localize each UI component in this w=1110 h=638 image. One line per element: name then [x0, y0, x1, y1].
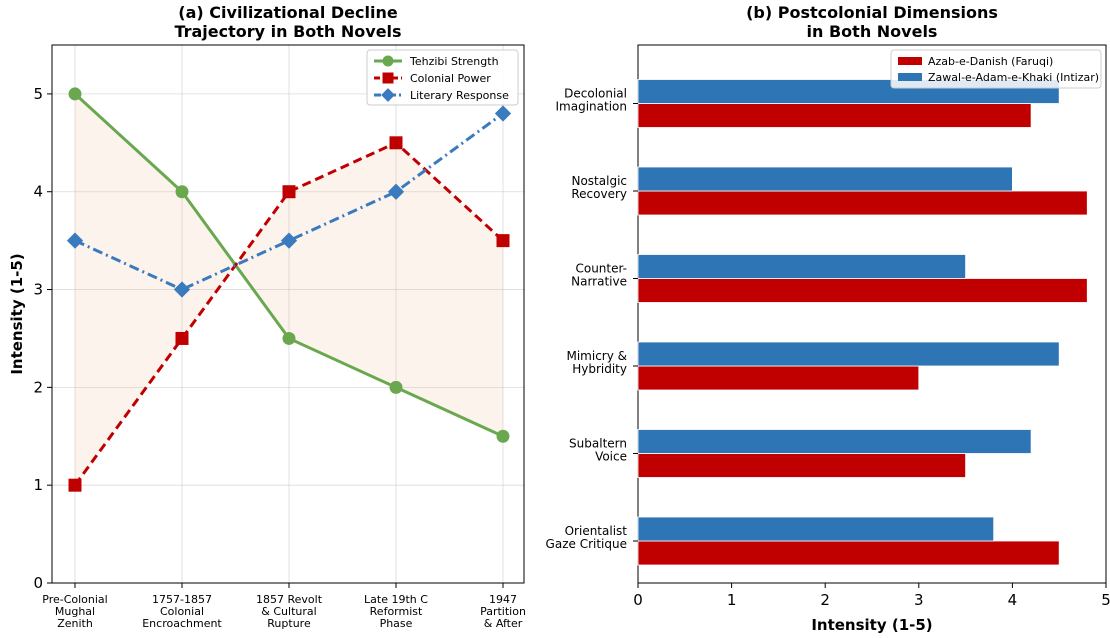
- bar-azab-e-danish: [637, 453, 967, 478]
- x-category-label: Rupture: [267, 617, 311, 630]
- axes-frame-b: [637, 44, 1107, 584]
- data-point-square: [175, 331, 189, 345]
- data-point-circle: [68, 87, 82, 101]
- y-category-label: Voice: [595, 450, 627, 464]
- y-category-label: Gaze Critique: [546, 537, 627, 551]
- x-category-label: & Cultural: [261, 605, 316, 618]
- y-category-label: Orientalist: [565, 524, 628, 538]
- x-category-label: Pre-Colonial: [42, 593, 107, 606]
- x-category-label: Mughal: [55, 605, 95, 618]
- x-category-label: 1757-1857: [152, 593, 212, 606]
- legend-label: Zawal-e-Adam-e-Khaki (Intizar): [928, 71, 1099, 84]
- bar-zawal-e-adam-e-khaki: [637, 254, 967, 279]
- data-point-square: [496, 234, 510, 248]
- legend-label: Colonial Power: [410, 72, 491, 85]
- bar-zawal-e-adam-e-khaki: [637, 516, 995, 542]
- data-point-circle: [382, 55, 394, 67]
- bar-azab-e-danish: [637, 190, 1088, 216]
- x-category-label: Zenith: [57, 617, 93, 630]
- data-point-square: [282, 185, 296, 199]
- y-category-label: Mimicry &: [566, 349, 627, 363]
- legend-b: Azab-e-Danish (Faruqi) Zawal-e-Adam-e-Kha…: [890, 49, 1102, 89]
- legend-label: Literary Response: [410, 89, 509, 102]
- axes-frame-a: [51, 44, 525, 584]
- data-point-diamond: [387, 183, 405, 200]
- data-point-circle: [389, 380, 403, 394]
- legend-label: Tehzibi Strength: [409, 55, 499, 68]
- data-point-square: [68, 478, 82, 492]
- x-tick-label: 2: [820, 591, 830, 609]
- series-2: [66, 105, 512, 298]
- legend-swatch: [898, 57, 922, 65]
- legend-a: Tehzibi Strength Colonial Power Literary R…: [366, 49, 519, 106]
- bar-azab-e-danish: [637, 365, 920, 391]
- series-0: [68, 87, 510, 443]
- legend-label: Azab-e-Danish (Faruqi): [928, 55, 1053, 68]
- data-point-circle: [175, 185, 189, 199]
- y-tick-label: 0: [33, 574, 43, 592]
- y-tick-label: 4: [33, 183, 43, 201]
- chart-a-title-line2: Trajectory in Both Novels: [174, 22, 401, 41]
- x-category-label: Phase: [380, 617, 413, 630]
- bar-azab-e-danish: [637, 540, 1060, 566]
- x-tick-label: 4: [1008, 591, 1018, 609]
- y-category-label: Hybridity: [572, 362, 627, 376]
- data-point-square: [389, 136, 403, 150]
- y-category-label: Imagination: [556, 100, 627, 114]
- x-tick-label: 5: [1101, 591, 1110, 609]
- chart-b-title-line2: in Both Novels: [807, 22, 938, 41]
- x-tick-label: 3: [914, 591, 924, 609]
- x-category-label: Partition: [480, 605, 526, 618]
- y-tick-label: 3: [33, 281, 43, 299]
- data-point-diamond: [66, 232, 84, 249]
- y-tick-label: 5: [33, 85, 43, 103]
- data-point-diamond: [173, 281, 191, 298]
- y-tick-label: 1: [33, 476, 43, 494]
- x-category-label: Colonial: [160, 605, 204, 618]
- chart-a-title-line1: (a) Civilizational Decline: [178, 3, 398, 22]
- x-category-label: & After: [484, 617, 523, 630]
- x-category-label: Encroachment: [142, 617, 222, 630]
- bar-azab-e-danish: [637, 278, 1088, 303]
- panel-a: 012345Pre-ColonialMughalZenith1757-1857C…: [8, 3, 526, 630]
- chart-b-title-line1: (b) Postcolonial Dimensions: [746, 3, 998, 22]
- data-point-diamond: [494, 105, 512, 122]
- bar-zawal-e-adam-e-khaki: [637, 429, 1032, 454]
- x-category-label: Reformist: [370, 605, 423, 618]
- y-category-label: Nostalgic: [571, 174, 627, 188]
- x-category-label: 1857 Revolt: [256, 593, 323, 606]
- bar-zawal-e-adam-e-khaki: [637, 166, 1013, 192]
- x-category-label: 1947: [489, 593, 517, 606]
- y-category-label: Subaltern: [569, 437, 627, 451]
- data-point-square: [382, 72, 394, 84]
- x-tick-label: 0: [633, 591, 643, 609]
- series-1: [68, 136, 510, 492]
- y-category-label: Narrative: [571, 275, 627, 289]
- y-category-label: Decolonial: [564, 87, 627, 101]
- bar-zawal-e-adam-e-khaki: [637, 341, 1060, 367]
- x-axis-label: Intensity (1-5): [811, 616, 932, 634]
- legend-box: [890, 49, 1102, 89]
- data-point-diamond: [280, 232, 298, 249]
- y-axis-label: Intensity (1-5): [8, 253, 26, 374]
- x-tick-label: 1: [727, 591, 737, 609]
- data-point-circle: [496, 429, 510, 443]
- legend-swatch: [898, 73, 922, 81]
- bar-azab-e-danish: [637, 103, 1032, 128]
- data-point-diamond: [381, 88, 395, 102]
- data-point-circle: [282, 331, 296, 345]
- y-category-label: Counter-: [575, 262, 627, 276]
- y-tick-label: 2: [33, 378, 43, 396]
- legend-box: [366, 49, 519, 106]
- y-category-label: Recovery: [571, 187, 627, 201]
- x-category-label: Late 19th C: [364, 593, 428, 606]
